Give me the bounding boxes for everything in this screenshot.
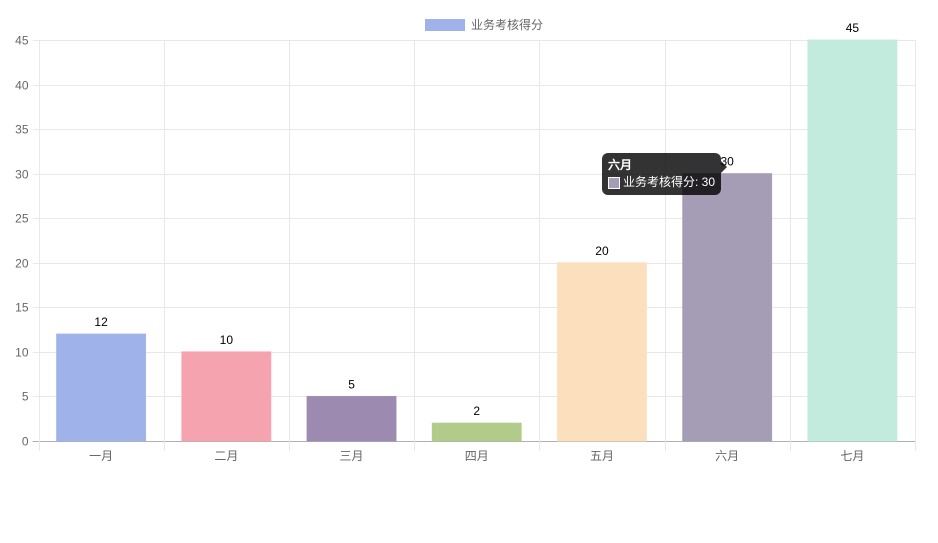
y-tick-label: 15 <box>15 301 29 315</box>
bar-1[interactable] <box>56 333 147 442</box>
bars <box>56 39 898 442</box>
y-axis: 0 5 10 15 20 25 30 35 40 45 <box>15 34 29 449</box>
bar-3[interactable] <box>306 395 397 442</box>
y-tick-label: 5 <box>22 390 29 404</box>
y-tick-label: 30 <box>15 168 29 182</box>
x-tick-label: 四月 <box>465 449 489 463</box>
bar-2[interactable] <box>181 351 272 442</box>
legend-label[interactable]: 业务考核得分 <box>470 18 543 32</box>
x-tick-label: 一月 <box>89 449 113 463</box>
tooltip: 六月 业务考核得分: 30 <box>602 153 728 195</box>
y-tick-label: 0 <box>22 435 29 449</box>
data-label: 20 <box>595 244 609 258</box>
x-tick-label: 五月 <box>590 449 614 463</box>
chart-legend: 业务考核得分 <box>0 16 938 33</box>
y-tick-label: 40 <box>15 79 29 93</box>
tooltip-swatch <box>608 176 620 189</box>
x-tick-label: 二月 <box>214 449 238 463</box>
x-tick-label: 六月 <box>715 449 739 463</box>
y-tick-label: 25 <box>15 212 29 226</box>
legend-swatch[interactable] <box>424 18 465 31</box>
bar-4[interactable] <box>431 422 522 442</box>
data-label: 45 <box>846 21 860 35</box>
x-tick-label: 三月 <box>340 449 364 463</box>
y-tick-label: 45 <box>15 34 29 48</box>
bar-7[interactable] <box>807 39 898 442</box>
tooltip-label: 业务考核得分: 30 <box>623 175 716 189</box>
y-tick-label: 20 <box>15 257 29 271</box>
grid-lines <box>32 40 916 451</box>
y-tick-label: 10 <box>15 346 29 360</box>
y-tick-label: 35 <box>15 123 29 137</box>
data-label: 10 <box>220 333 234 347</box>
tooltip-caret <box>721 161 728 173</box>
x-axis: 一月 二月 三月 四月 五月 六月 七月 <box>89 449 864 463</box>
data-label: 5 <box>348 377 355 391</box>
data-label: 2 <box>473 404 480 418</box>
tooltip-title: 六月 <box>608 158 633 172</box>
data-label: 12 <box>94 315 108 329</box>
bar-5[interactable] <box>557 262 647 442</box>
bar-6[interactable] <box>682 173 773 442</box>
x-tick-label: 七月 <box>840 449 864 463</box>
